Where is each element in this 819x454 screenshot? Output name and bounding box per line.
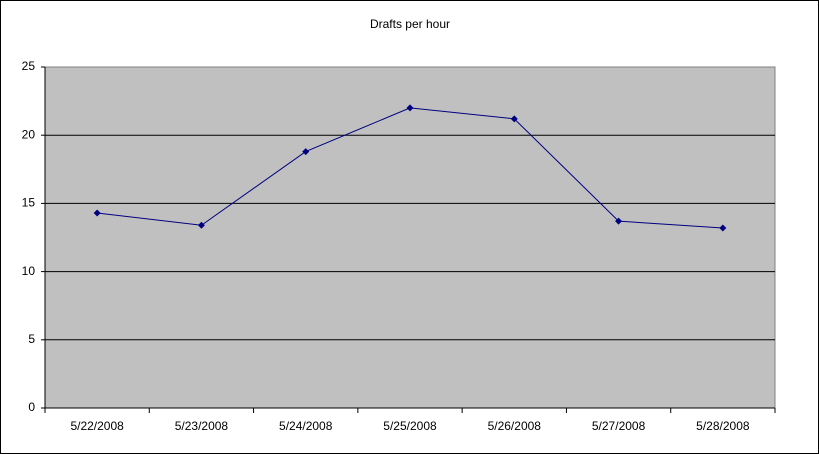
data-point [406,104,414,112]
data-point [719,224,727,232]
y-tick-label: 5 [28,332,35,346]
x-tick-label: 5/28/2008 [696,419,750,433]
y-tick-label: 20 [22,127,36,141]
x-tick-label: 5/26/2008 [488,419,542,433]
x-tick-label: 5/22/2008 [70,419,124,433]
plot-area [44,66,776,409]
data-point [615,217,623,225]
y-tick-label: 15 [22,196,36,210]
data-point [93,209,101,217]
x-tick-label: 5/27/2008 [592,419,646,433]
data-point [197,221,205,229]
y-tick-label: 25 [22,59,36,73]
data-point [302,148,310,156]
x-tick-label: 5/23/2008 [175,419,229,433]
y-tick-label: 10 [22,264,36,278]
x-tick-label: 5/25/2008 [383,419,437,433]
chart-title: Drafts per hour [370,17,450,31]
data-point [510,115,518,123]
y-tick-label: 0 [28,400,35,414]
x-tick-label: 5/24/2008 [279,419,333,433]
